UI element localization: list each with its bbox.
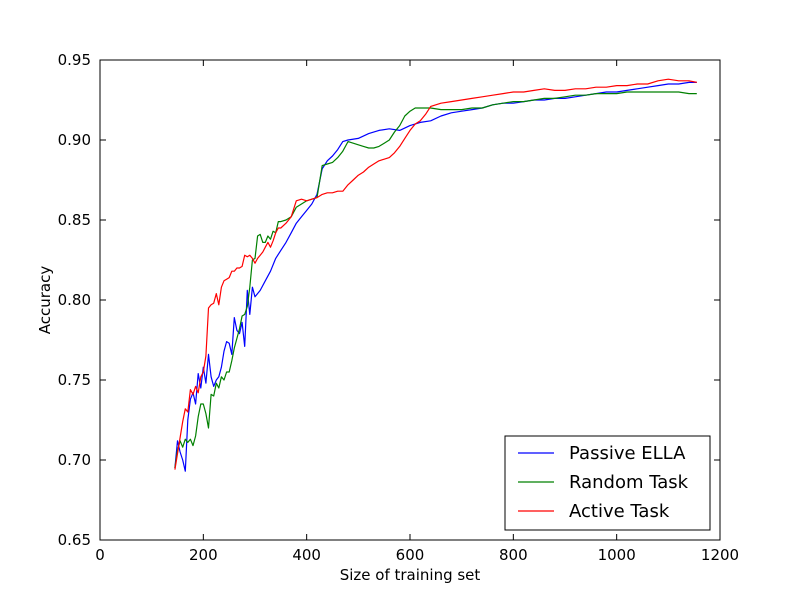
legend: Passive ELLA Random Task Active Task (504, 435, 711, 531)
x-tick-label: 600 (396, 546, 425, 564)
x-axis-label: Size of training set (340, 566, 481, 584)
legend-label-random-task: Random Task (569, 472, 689, 493)
x-tick-label: 1200 (701, 546, 739, 564)
y-axis-label: Accuracy (36, 266, 54, 335)
y-tick-label: 0.75 (58, 371, 91, 389)
series-layer (174, 78, 697, 472)
y-tick-label: 0.85 (58, 211, 91, 229)
x-tick-label: 400 (292, 546, 321, 564)
x-tick-label: 200 (189, 546, 218, 564)
y-tick-label: 0.80 (58, 291, 91, 309)
x-tick-label: 1000 (598, 546, 636, 564)
ticks-layer: 0 200 400 600 800 1000 1200 0.65 0.70 0.75 0.80 0.8… (58, 51, 740, 564)
x-tick-label: 0 (95, 546, 105, 564)
legend-label-passive-ella: Passive ELLA (569, 443, 686, 464)
legend-label-active-task: Active Task (569, 501, 670, 522)
y-tick-label: 0.65 (58, 531, 91, 549)
y-tick-label: 0.95 (58, 51, 91, 69)
y-tick-label: 0.70 (58, 451, 91, 469)
legend-box (504, 435, 711, 531)
x-tick-label: 800 (499, 546, 528, 564)
y-tick-label: 0.90 (58, 131, 91, 149)
series-line-active-task (174, 78, 697, 470)
